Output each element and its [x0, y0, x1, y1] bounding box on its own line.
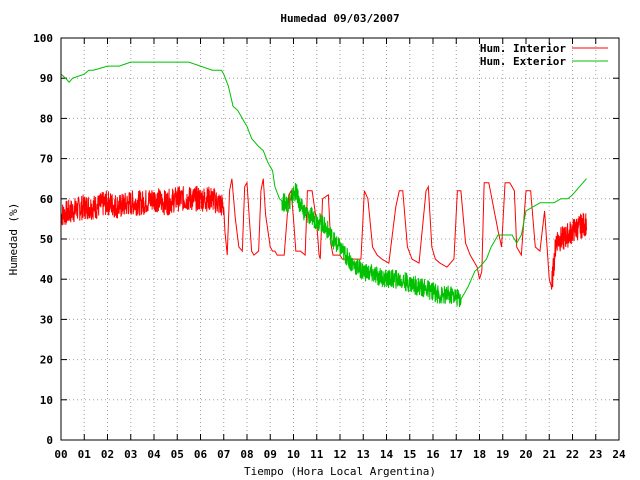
x-tick-label: 11	[310, 448, 324, 461]
series-layer	[60, 61, 587, 308]
y-tick-label: 30	[40, 313, 53, 326]
x-tick-label: 01	[78, 448, 92, 461]
x-tick-label: 23	[589, 448, 602, 461]
x-tick-label: 09	[264, 448, 277, 461]
y-tick-label: 100	[33, 32, 53, 45]
x-tick-label: 16	[426, 448, 440, 461]
y-tick-label: 60	[40, 193, 53, 206]
x-tick-label: 17	[450, 448, 463, 461]
x-tick-label: 20	[519, 448, 532, 461]
x-tick-label: 02	[101, 448, 114, 461]
x-tick-label: 08	[240, 448, 253, 461]
x-tick-label: 10	[287, 448, 300, 461]
x-tick-label: 03	[124, 448, 137, 461]
x-tick-label: 21	[543, 448, 557, 461]
x-tick-label: 13	[357, 448, 370, 461]
y-tick-label: 20	[40, 354, 53, 367]
series-line-2	[60, 61, 587, 308]
x-tick-label: 18	[473, 448, 486, 461]
x-tick-label: 15	[403, 448, 416, 461]
plot-frame	[60, 37, 620, 441]
x-tick-label: 24	[612, 448, 626, 461]
x-tick-label: 22	[566, 448, 579, 461]
x-tick-label: 14	[380, 448, 394, 461]
legend-label: Hum. Interior	[480, 42, 566, 55]
y-tick-label: 10	[40, 394, 53, 407]
y-axis-label: Humedad (%)	[7, 203, 20, 276]
x-tick-label: 00	[54, 448, 67, 461]
y-tick-label: 90	[40, 72, 53, 85]
series-line-1	[60, 178, 587, 290]
y-tick-label: 80	[40, 112, 53, 125]
y-tick-label: 70	[40, 153, 53, 166]
x-tick-label: 07	[217, 448, 230, 461]
y-tick-label: 50	[40, 233, 53, 246]
x-tick-label: 06	[194, 448, 208, 461]
x-tick-label: 05	[171, 448, 184, 461]
x-tick-label: 19	[496, 448, 509, 461]
x-tick-label: 04	[147, 448, 161, 461]
legend-label: Hum. Exterior	[480, 55, 566, 68]
x-tick-label: 12	[333, 448, 346, 461]
y-tick-label: 0	[46, 434, 53, 447]
y-tick-label: 40	[40, 273, 53, 286]
chart-title: Humedad 09/03/2007	[280, 12, 399, 25]
x-axis-label: Tiempo (Hora Local Argentina)	[244, 465, 436, 478]
axis-ticks: 0 10 20 30 40 50 60 70 80 90 100 00 01 02 03 04 05 06 07 08…	[33, 32, 626, 461]
